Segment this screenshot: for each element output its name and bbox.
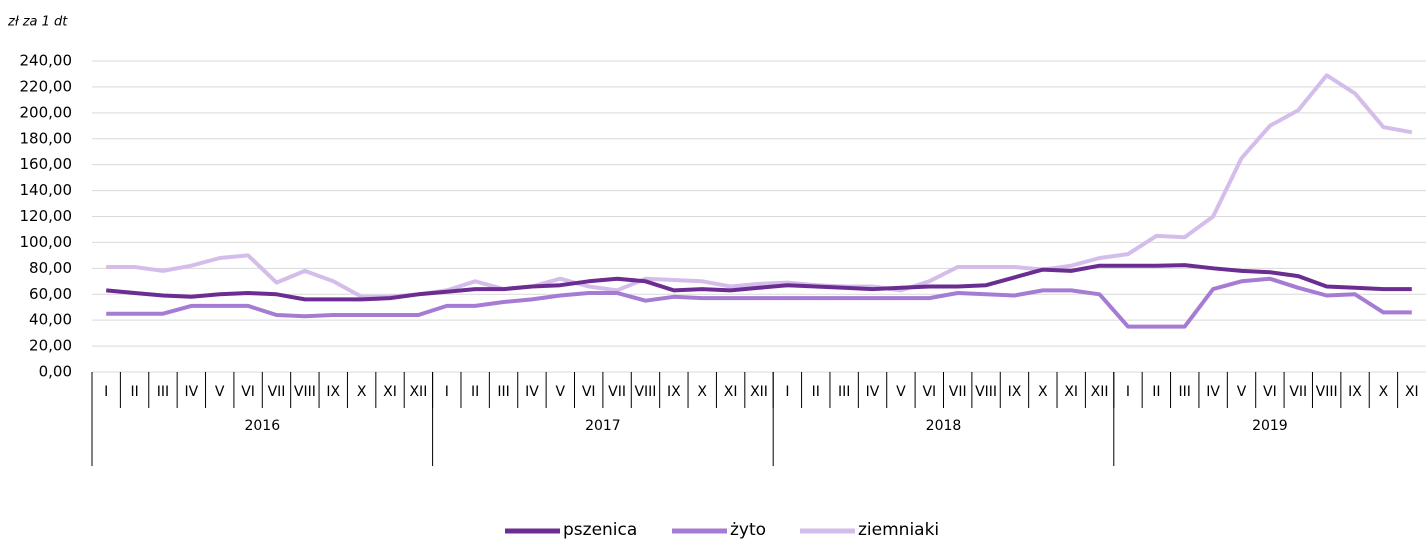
x-tick-label: II xyxy=(1152,384,1160,400)
x-tick-label: X xyxy=(1038,384,1048,400)
x-tick-label: VI xyxy=(922,384,936,400)
x-tick-label: VIII xyxy=(294,384,316,400)
x-tick-label: III xyxy=(838,384,850,400)
x-tick-label: V xyxy=(556,384,566,400)
y-tick-label: 220,00 xyxy=(20,77,73,95)
x-tick-label: III xyxy=(497,384,509,400)
y-tick-label: 20,00 xyxy=(29,337,72,355)
x-tick-label: X xyxy=(357,384,367,400)
x-tick-label: VIII xyxy=(975,384,997,400)
y-tick-label: 200,00 xyxy=(20,103,73,121)
x-tick-label: XII xyxy=(750,384,768,400)
y-tick-label: 180,00 xyxy=(20,129,73,147)
x-tick-label: I xyxy=(785,384,789,400)
x-tick-label: IV xyxy=(184,384,198,400)
x-tick-label: V xyxy=(215,384,225,400)
y-tick-label: 160,00 xyxy=(20,155,73,173)
y-tick-label: 40,00 xyxy=(29,311,72,329)
y-tick-label: 120,00 xyxy=(20,207,73,225)
y-tick-label: 140,00 xyxy=(20,181,73,199)
x-tick-label: I xyxy=(1126,384,1130,400)
x-tick-label: XII xyxy=(409,384,427,400)
x-tick-label: II xyxy=(471,384,479,400)
line-series xyxy=(106,276,1412,329)
x-tick-label: XI xyxy=(383,384,397,400)
year-label: 2019 xyxy=(1252,418,1288,434)
x-tick-label: XI xyxy=(1405,384,1419,400)
x-tick-label: XII xyxy=(1091,384,1109,400)
x-tick-label: XI xyxy=(724,384,738,400)
x-tick-label: I xyxy=(445,384,449,400)
x-tick-label: VI xyxy=(582,384,596,400)
legend-label: pszenica xyxy=(563,520,637,540)
x-tick-label: III xyxy=(157,384,169,400)
x-tick-label: X xyxy=(1379,384,1389,400)
line-series xyxy=(106,263,1412,302)
x-tick-label: IV xyxy=(1206,384,1220,400)
legend-label: ziemniaki xyxy=(858,520,939,540)
x-tick-label: X xyxy=(697,384,707,400)
legend-label: żyto xyxy=(730,520,766,540)
year-label: 2018 xyxy=(926,418,962,434)
x-tick-label: VIII xyxy=(1316,384,1338,400)
x-tick-label: II xyxy=(130,384,138,400)
x-tick-label: VII xyxy=(608,384,626,400)
x-tick-label: II xyxy=(812,384,820,400)
y-tick-label: 240,00 xyxy=(20,52,73,70)
x-tick-label: VII xyxy=(949,384,967,400)
line-series xyxy=(106,73,1413,299)
x-tick-label: XI xyxy=(1064,384,1078,400)
x-tick-label: IX xyxy=(1348,384,1362,400)
x-tick-label: VIII xyxy=(634,384,656,400)
x-tick-label: IV xyxy=(525,384,539,400)
x-tick-label: VI xyxy=(1263,384,1277,400)
y-tick-label: 100,00 xyxy=(20,233,73,251)
y-tick-label: 80,00 xyxy=(29,259,72,277)
x-tick-label: I xyxy=(104,384,108,400)
y-tick-label: 0,00 xyxy=(39,363,72,381)
x-tick-label: IX xyxy=(1008,384,1022,400)
x-tick-label: VII xyxy=(268,384,286,400)
unit-label: zł za 1 dt xyxy=(7,15,68,30)
x-tick-label: IX xyxy=(326,384,340,400)
y-tick-label: 60,00 xyxy=(29,285,72,303)
x-tick-label: V xyxy=(1237,384,1247,400)
x-tick-label: VII xyxy=(1289,384,1307,400)
x-tick-label: V xyxy=(896,384,906,400)
x-tick-label: VI xyxy=(241,384,255,400)
x-tick-label: IX xyxy=(667,384,681,400)
year-label: 2017 xyxy=(585,418,621,434)
x-tick-label: III xyxy=(1179,384,1191,400)
year-label: 2016 xyxy=(244,418,280,434)
x-tick-label: IV xyxy=(866,384,880,400)
